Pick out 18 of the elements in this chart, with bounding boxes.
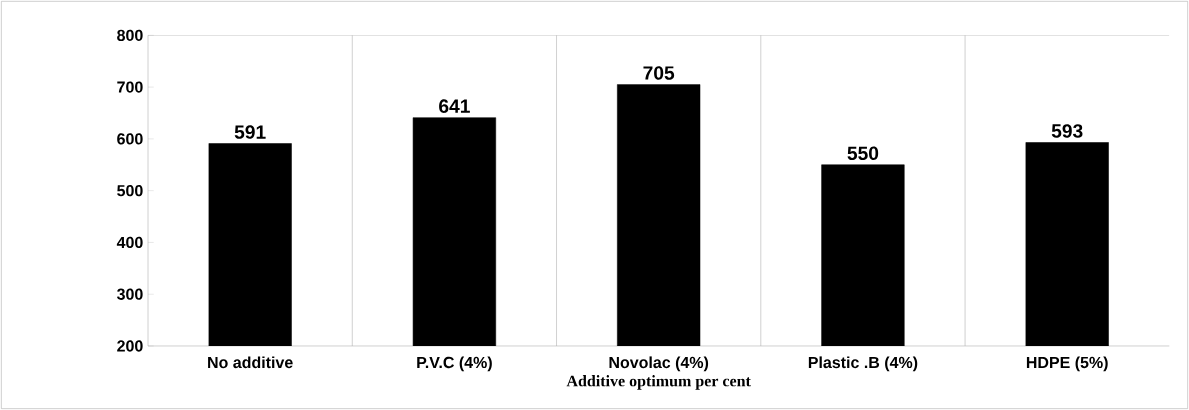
x-tick-label: Plastic .B (4%) (808, 356, 918, 372)
x-tick-label: No additive (208, 356, 293, 369)
x-tick-label: Novolac (4%) (609, 356, 709, 372)
y-tick-label: 300 (116, 288, 143, 300)
y-tick-label: 700 (117, 81, 143, 93)
y-tick-label: 500 (117, 185, 143, 197)
x-axis-title: Additive optimum per cent (566, 375, 751, 390)
data-label: 593 (1051, 124, 1083, 138)
y-tick-label: 200 (117, 340, 143, 352)
data-label: 550 (847, 146, 879, 161)
y-tick-label: 600 (117, 133, 143, 145)
y-tick-label: 400 (116, 236, 143, 249)
x-tick-label: HDPE (5%) (1026, 356, 1108, 372)
data-label: 705 (643, 66, 675, 80)
y-tick-label: 800 (117, 29, 143, 41)
data-label: 641 (439, 99, 470, 113)
x-tick-label: P.V.C (4%) (417, 356, 492, 372)
data-label: 591 (234, 125, 266, 139)
